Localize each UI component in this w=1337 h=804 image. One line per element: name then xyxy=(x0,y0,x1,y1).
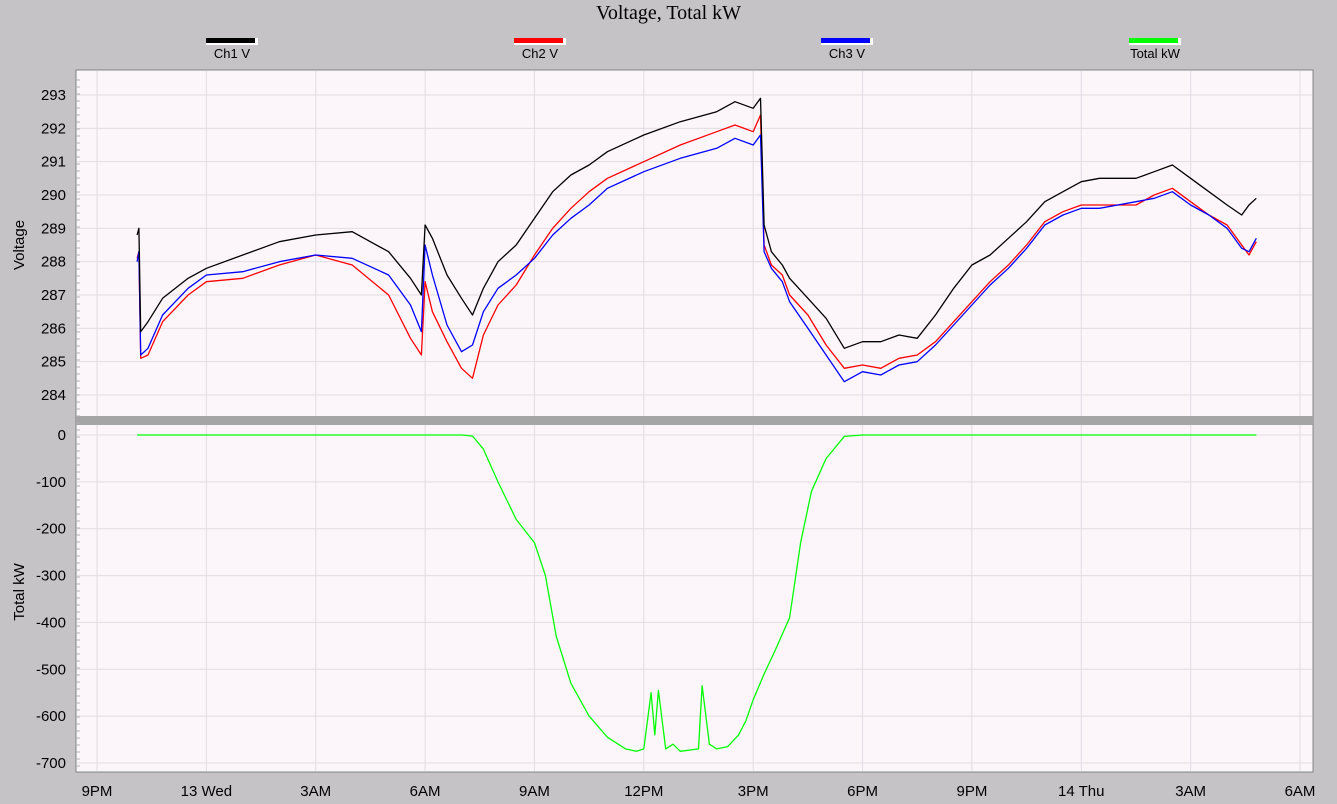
x-tick-label: 6PM xyxy=(847,783,878,800)
legend-swatch-ch3 xyxy=(821,38,873,45)
x-tick-label: 6AM xyxy=(1285,783,1316,800)
y-tick-label-voltage: 285 xyxy=(41,354,66,371)
x-tick-label: 3AM xyxy=(300,783,331,800)
y-tick-label-voltage: 288 xyxy=(41,254,66,271)
voltage-panel-bg xyxy=(77,71,1312,416)
x-tick-label: 3AM xyxy=(1175,783,1206,800)
legend-label-ch1: Ch1 V xyxy=(213,46,251,61)
y-tick-label-voltage: 290 xyxy=(41,187,66,204)
y-tick-label-voltage: 287 xyxy=(41,287,66,304)
y-tick-label-kw: -700 xyxy=(36,755,66,772)
legend-swatch-total-kw xyxy=(1129,38,1181,45)
legend-ch2: Ch2 V xyxy=(495,38,585,61)
series-line-ch1 xyxy=(136,97,1257,349)
legend-label-ch2: Ch2 V xyxy=(521,46,559,61)
y-tick-label-kw: 0 xyxy=(58,427,66,444)
series-line-ch2 xyxy=(136,114,1257,379)
kw-panel-bg xyxy=(77,425,1312,771)
y-tick-label-voltage: 292 xyxy=(41,120,66,137)
y-tick-label-voltage: 286 xyxy=(41,320,66,337)
y-tick-label-voltage: 289 xyxy=(41,220,66,237)
legend-total-kw: Total kW xyxy=(1110,38,1200,61)
legend-ch3: Ch3 V xyxy=(802,38,892,61)
y-axis-label-total-kw: Total kW xyxy=(11,562,28,620)
panel-divider xyxy=(76,416,1313,425)
y-tick-label-voltage: 291 xyxy=(41,154,66,171)
y-axis-label-voltage: Voltage xyxy=(11,220,28,270)
y-tick-label-kw: -600 xyxy=(36,708,66,725)
legend-label-ch3: Ch3 V xyxy=(828,46,866,61)
x-tick-label: 6AM xyxy=(410,783,441,800)
x-tick-label: 12PM xyxy=(624,783,663,800)
legend-swatch-ch2 xyxy=(514,38,566,45)
y-tick-label-kw: -400 xyxy=(36,614,66,631)
x-tick-label: 13 Wed xyxy=(181,783,232,800)
legend-ch1: Ch1 V xyxy=(187,38,277,61)
x-tick-label: 3PM xyxy=(738,783,769,800)
x-tick-label: 9AM xyxy=(519,783,550,800)
x-tick-label: 9PM xyxy=(956,783,987,800)
y-tick-label-voltage: 284 xyxy=(41,387,66,404)
y-tick-label-voltage: 293 xyxy=(41,87,66,104)
x-tick-label: 9PM xyxy=(82,783,113,800)
series-line-ch3 xyxy=(136,134,1257,383)
y-tick-label-kw: -100 xyxy=(36,474,66,491)
x-tick-label: 14 Thu xyxy=(1058,783,1104,800)
y-tick-label-kw: -500 xyxy=(36,661,66,678)
chart-title: Voltage, Total kW xyxy=(595,2,742,24)
legend-label-total-kw: Total kW xyxy=(1130,46,1180,61)
legend-swatch-ch1 xyxy=(206,38,258,45)
series-line-total-kw xyxy=(137,434,1257,752)
y-tick-label-kw: -300 xyxy=(36,568,66,585)
y-tick-label-kw: -200 xyxy=(36,521,66,538)
